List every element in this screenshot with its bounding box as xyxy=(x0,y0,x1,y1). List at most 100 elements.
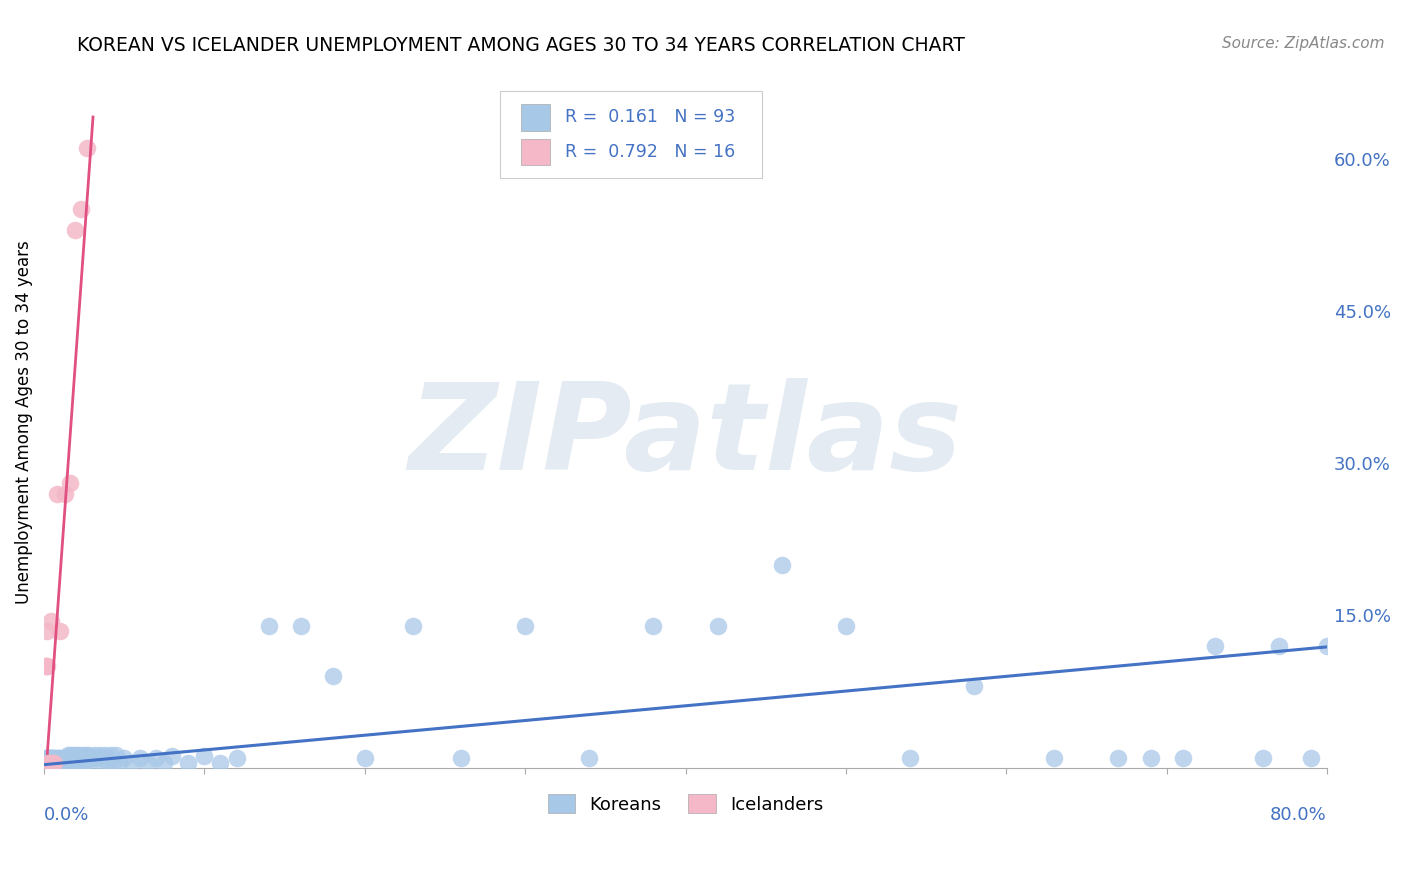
Point xyxy=(35,750,58,764)
Point xyxy=(77,747,100,762)
Point xyxy=(209,756,232,770)
Point xyxy=(51,756,73,770)
Point xyxy=(105,747,128,762)
Point xyxy=(37,750,59,764)
Point xyxy=(53,756,76,770)
Point xyxy=(257,618,280,632)
Point xyxy=(1316,639,1339,653)
Point xyxy=(82,750,104,764)
Point xyxy=(290,618,312,632)
Point xyxy=(63,756,86,770)
Point xyxy=(89,747,111,762)
Point xyxy=(76,756,98,770)
Point xyxy=(1139,750,1161,764)
FancyBboxPatch shape xyxy=(499,91,762,178)
Point xyxy=(60,756,83,770)
Point xyxy=(86,750,108,764)
Point xyxy=(1204,639,1226,653)
Point xyxy=(41,756,63,770)
Point xyxy=(35,756,58,770)
Point xyxy=(101,756,124,770)
Point xyxy=(72,747,94,762)
Point xyxy=(76,141,98,155)
Point xyxy=(49,624,72,638)
Point xyxy=(322,669,344,683)
Point xyxy=(38,756,60,770)
Point xyxy=(100,747,122,762)
Point xyxy=(402,618,425,632)
Point xyxy=(45,486,67,500)
Legend: Koreans, Icelanders: Koreans, Icelanders xyxy=(540,787,831,821)
Point xyxy=(45,756,67,770)
Point xyxy=(515,618,537,632)
Point xyxy=(63,223,86,237)
Point xyxy=(56,756,79,770)
Point xyxy=(39,614,62,628)
Point xyxy=(55,750,77,764)
Point xyxy=(39,750,62,764)
Point xyxy=(41,750,63,764)
Point xyxy=(70,202,93,217)
Text: 0.0%: 0.0% xyxy=(44,805,90,823)
Point xyxy=(44,750,66,764)
Point xyxy=(49,750,72,764)
Point xyxy=(38,756,60,770)
Y-axis label: Unemployment Among Ages 30 to 34 years: Unemployment Among Ages 30 to 34 years xyxy=(15,241,32,605)
Point xyxy=(97,756,120,770)
Point xyxy=(90,756,112,770)
Text: Source: ZipAtlas.com: Source: ZipAtlas.com xyxy=(1222,36,1385,51)
Point xyxy=(38,750,60,764)
Point xyxy=(129,750,152,764)
Point xyxy=(65,747,87,762)
Point xyxy=(35,750,58,764)
Point xyxy=(112,750,135,764)
Point xyxy=(37,624,59,638)
Point xyxy=(353,750,375,764)
Point xyxy=(52,750,75,764)
Point xyxy=(770,558,793,572)
Point xyxy=(37,756,59,770)
Point xyxy=(963,680,986,694)
Point xyxy=(1171,750,1194,764)
Point xyxy=(1251,750,1274,764)
Point xyxy=(42,750,65,764)
Point xyxy=(37,756,59,770)
Point xyxy=(67,747,90,762)
Point xyxy=(66,750,89,764)
Point xyxy=(38,750,60,764)
Point xyxy=(121,756,143,770)
FancyBboxPatch shape xyxy=(522,139,550,165)
Point xyxy=(44,756,66,770)
Text: 80.0%: 80.0% xyxy=(1270,805,1327,823)
Point xyxy=(643,618,665,632)
Point xyxy=(70,756,93,770)
Point xyxy=(1268,639,1291,653)
Point xyxy=(56,747,79,762)
Point xyxy=(35,659,58,673)
Point xyxy=(1299,750,1322,764)
Point xyxy=(225,750,247,764)
Point xyxy=(38,756,60,770)
Point xyxy=(75,747,97,762)
Point xyxy=(59,476,82,491)
Point xyxy=(73,756,96,770)
Point xyxy=(49,756,72,770)
Point xyxy=(706,618,728,632)
Text: KOREAN VS ICELANDER UNEMPLOYMENT AMONG AGES 30 TO 34 YEARS CORRELATION CHART: KOREAN VS ICELANDER UNEMPLOYMENT AMONG A… xyxy=(77,36,965,54)
Point xyxy=(153,756,176,770)
Point xyxy=(138,756,160,770)
Point xyxy=(450,750,472,764)
Point xyxy=(37,659,59,673)
Point xyxy=(145,750,167,764)
Point xyxy=(39,750,62,764)
Text: ZIPatlas: ZIPatlas xyxy=(409,378,963,495)
Point xyxy=(578,750,600,764)
Point xyxy=(1043,750,1066,764)
Point xyxy=(35,756,58,770)
Point xyxy=(162,748,184,763)
Point xyxy=(1107,750,1129,764)
Point xyxy=(37,750,59,764)
Point xyxy=(48,756,70,770)
Point xyxy=(898,750,921,764)
FancyBboxPatch shape xyxy=(522,104,550,130)
